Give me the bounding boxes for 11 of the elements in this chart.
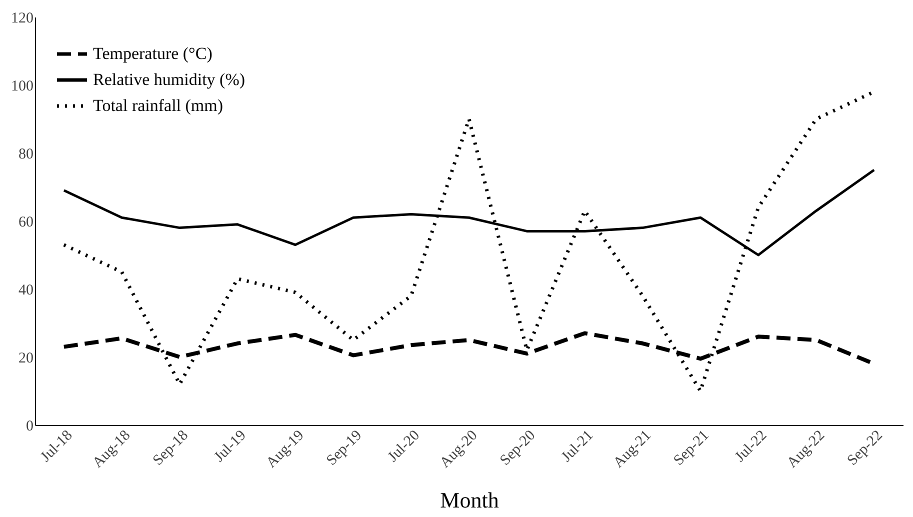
y-tick-label: 20 — [18, 350, 34, 366]
legend-label: Total rainfall (mm) — [93, 96, 224, 115]
y-tick-label: 40 — [18, 282, 34, 298]
x-axis-title: Month — [440, 488, 499, 513]
y-tick-label: 60 — [18, 214, 34, 230]
legend-label: Temperature (°C) — [93, 44, 212, 63]
y-tick-label: 100 — [11, 78, 34, 94]
y-tick-label: 120 — [11, 10, 34, 26]
y-tick-label: 80 — [18, 146, 34, 162]
legend-label: Relative humidity (%) — [93, 70, 246, 89]
y-tick-label: 0 — [26, 418, 34, 434]
